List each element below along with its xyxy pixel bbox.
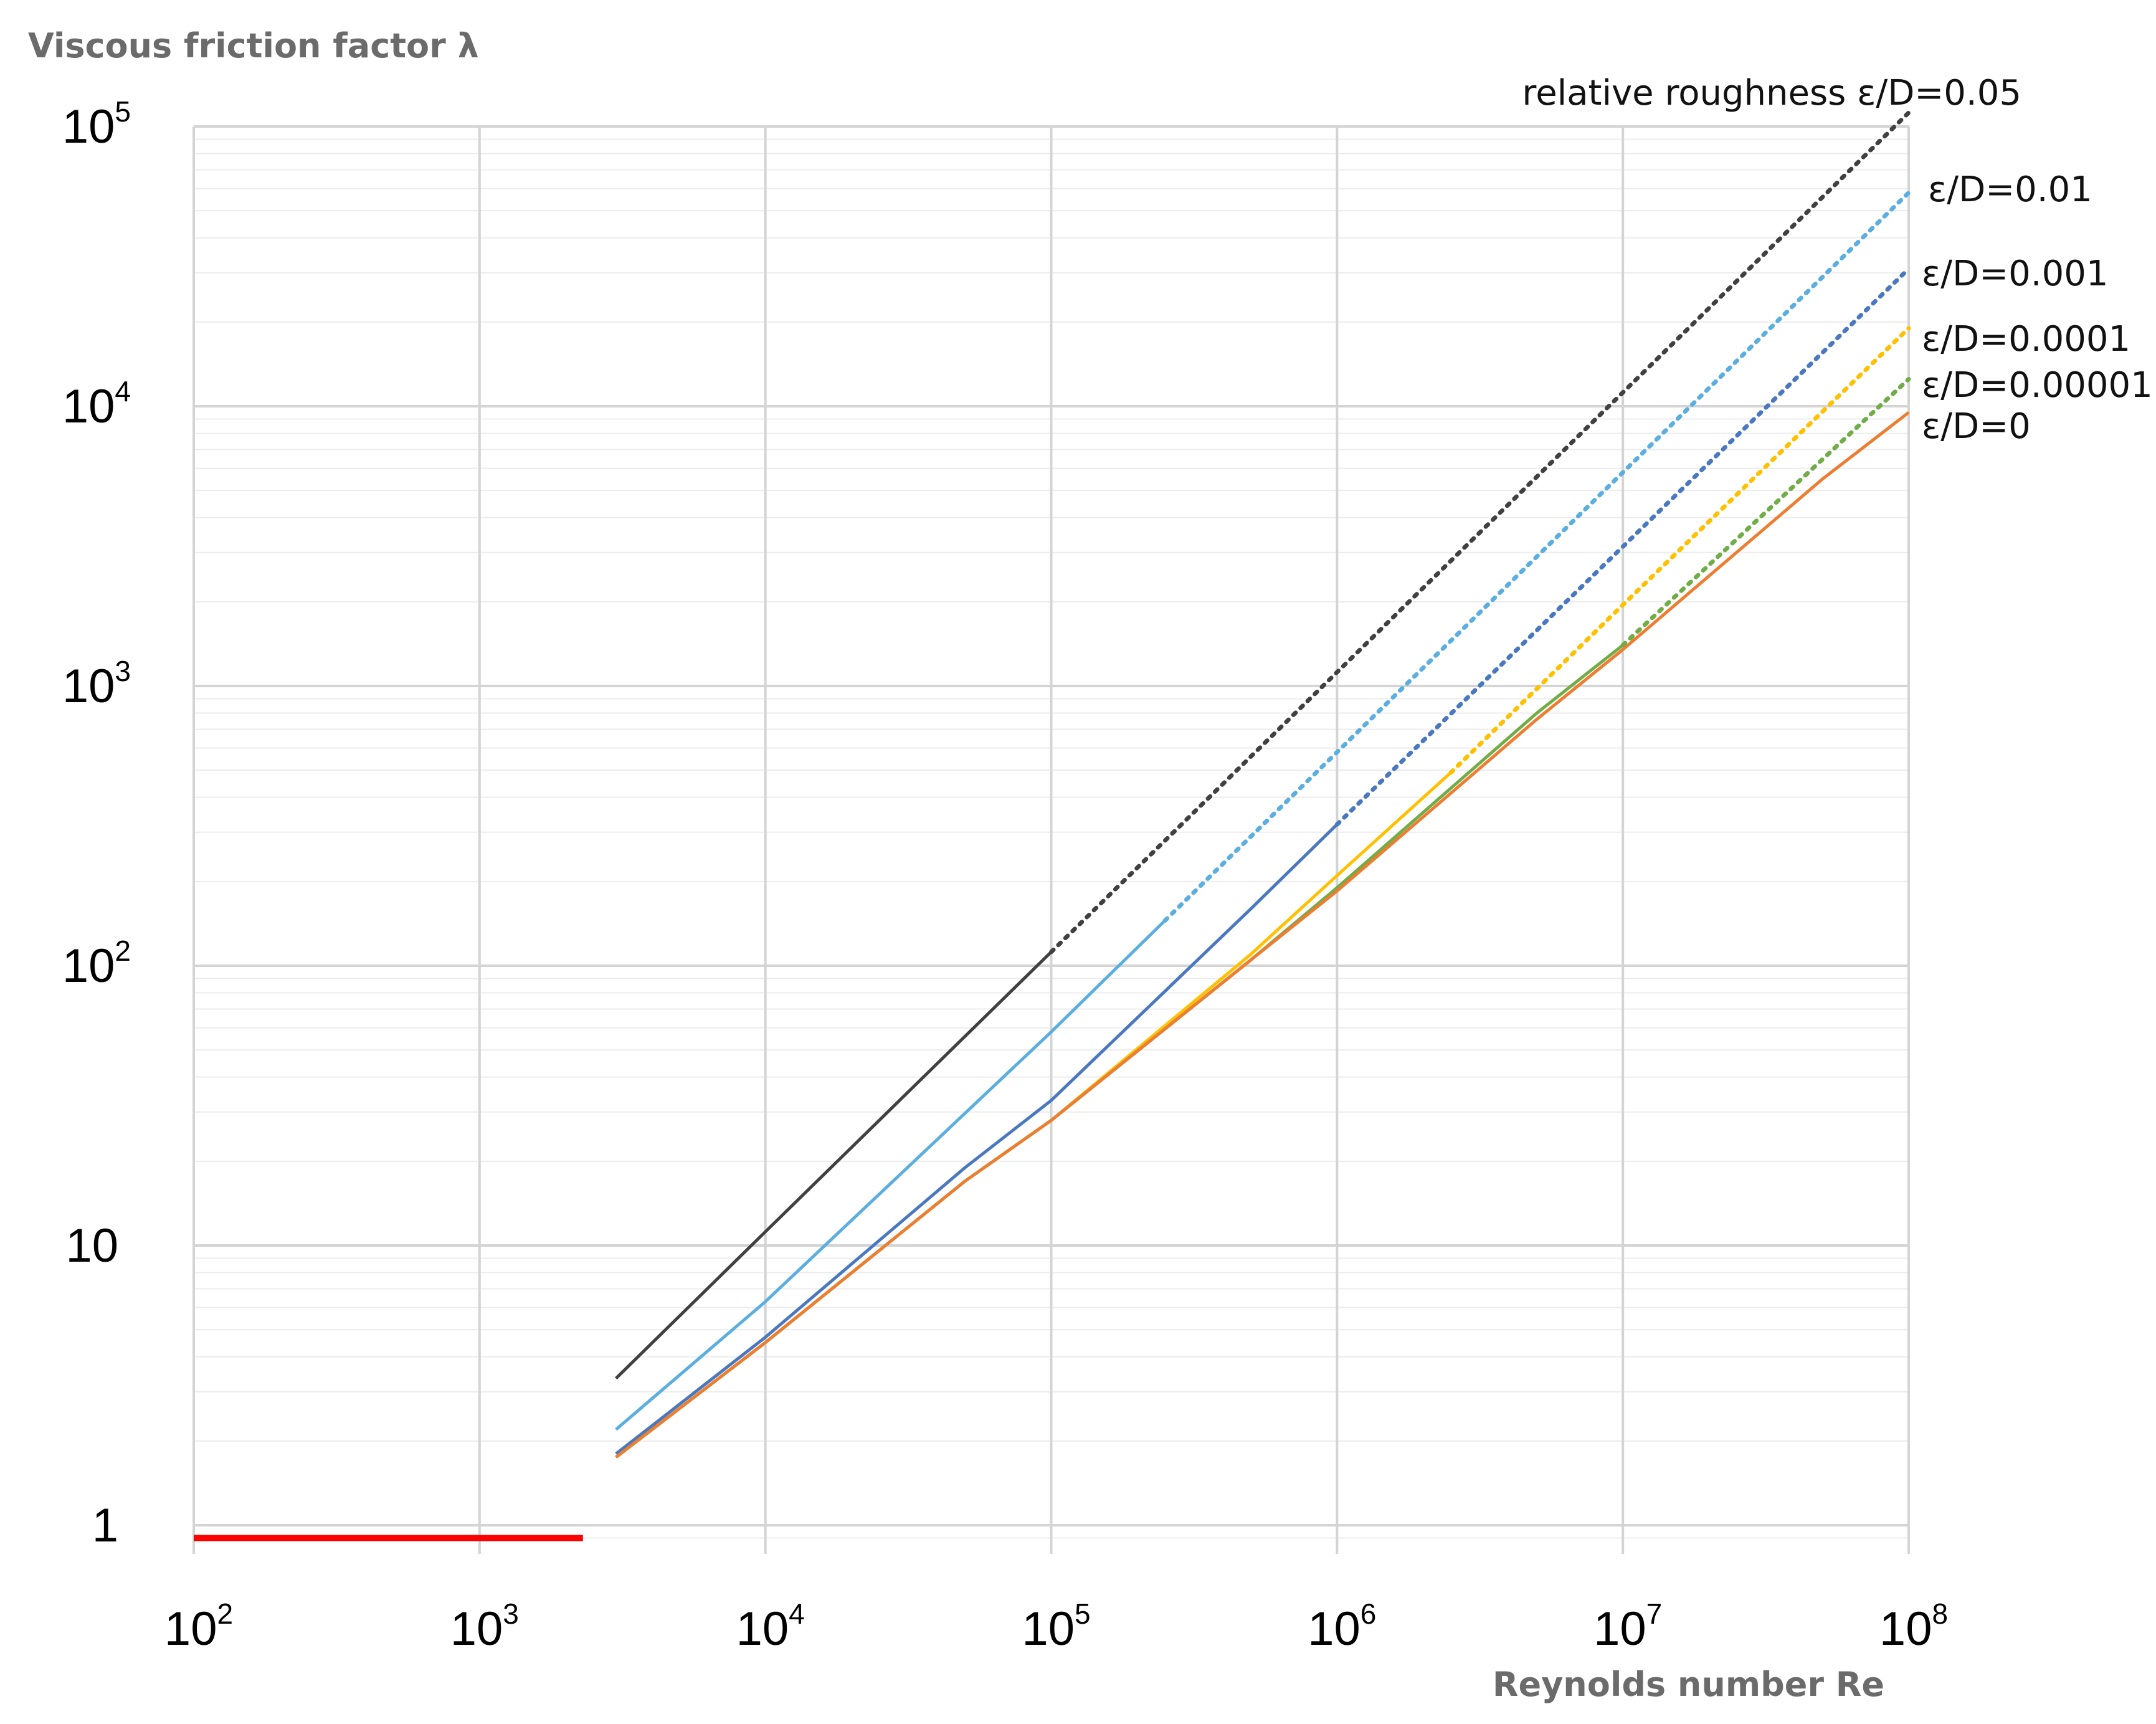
series-2-extrapolated-line [1334,266,1911,827]
series-label: ε/D=0 [1922,406,2031,447]
x-tick-label: 106 [1308,1598,1376,1655]
x-tick-label: 105 [1022,1598,1090,1655]
series-label: ε/D=0.001 [1922,254,2109,294]
chart-title: Viscous friction factor λ [28,26,479,65]
y-tick-label: 10 [65,1219,118,1272]
series-2-line [615,823,1339,1455]
series-label: relative roughness ε/D=0.05 [1522,73,2021,113]
series-1-line [615,919,1166,1431]
tick-labels: 102 103 104 105 106 107 108 1 10 102 103 104 105 [62,95,1948,1655]
series-0-line [615,951,1053,1380]
series-labels: relative roughness ε/D=0.05 ε/D=0.01 ε/D=0… [1522,73,2152,447]
x-tick-label: 103 [450,1598,519,1655]
y-tick-label: 102 [62,935,131,993]
series-lines [194,110,1911,1541]
x-tick-label: 108 [1879,1598,1948,1655]
x-axis-label: Reynolds number Re [1493,1665,1884,1704]
series-label: ε/D=0.00001 [1922,365,2153,406]
series-1-extrapolated-line [1162,190,1911,923]
x-tick-label: 107 [1593,1598,1662,1655]
series-label: ε/D=0.0001 [1922,319,2130,360]
y-tick-label: 104 [62,375,131,433]
y-tick-label: 103 [62,655,131,713]
series-0-extrapolated-line [1049,110,1911,955]
series-4-extrapolated-line [1620,377,1911,647]
grid [192,125,1910,1554]
y-tick-label: 105 [62,95,131,153]
x-tick-label: 104 [736,1598,805,1655]
series-3-extrapolated-line [1448,326,1911,775]
series-5-line [615,411,1910,1459]
y-tick-label: 1 [92,1499,118,1552]
x-tick-label: 102 [164,1598,233,1655]
series-label: ε/D=0.01 [1928,169,2092,210]
